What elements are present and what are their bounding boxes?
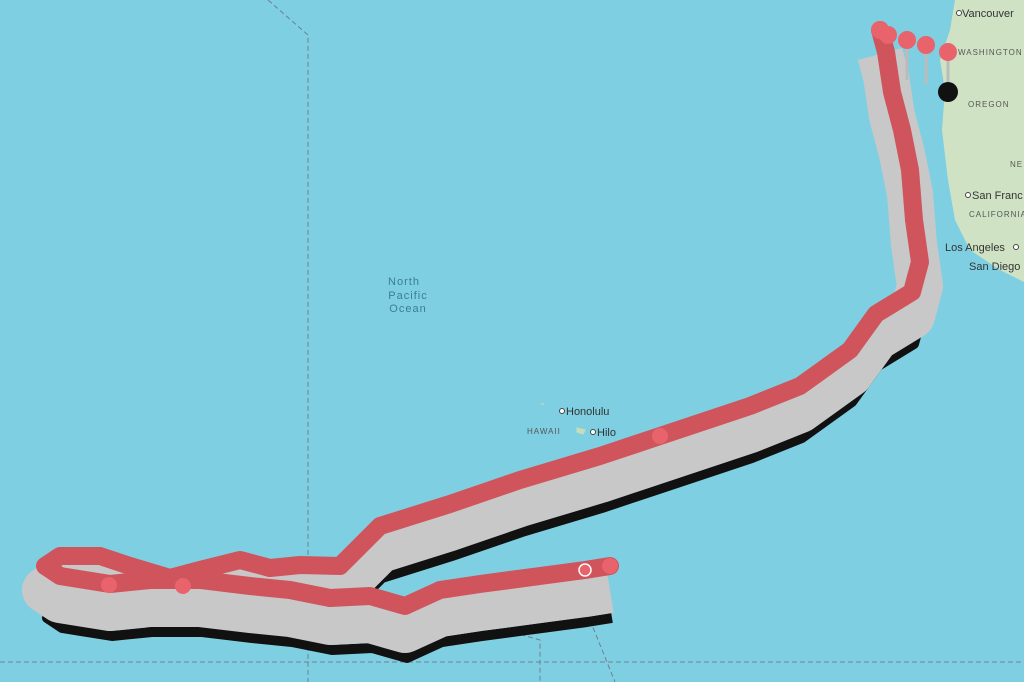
place-label: Los Angeles bbox=[945, 242, 1005, 254]
city-dot bbox=[1013, 244, 1019, 250]
pins bbox=[101, 21, 958, 594]
place-label: San Diego bbox=[969, 261, 1020, 273]
place-label: Vancouver bbox=[962, 8, 1014, 20]
pin[interactable] bbox=[898, 31, 916, 49]
place-label: WASHINGTON bbox=[958, 48, 1023, 57]
land bbox=[940, 0, 1024, 282]
city-dot bbox=[956, 10, 962, 16]
pin[interactable] bbox=[652, 428, 668, 444]
start-marker[interactable] bbox=[578, 563, 592, 577]
ocean-label: Pacific bbox=[388, 290, 427, 302]
place-label: OREGON bbox=[968, 100, 1010, 109]
place-label: Hilo bbox=[597, 427, 616, 439]
pin[interactable] bbox=[602, 558, 618, 574]
ocean-label: Ocean bbox=[389, 303, 426, 315]
ocean-label: North bbox=[388, 276, 420, 288]
pin[interactable] bbox=[939, 43, 957, 61]
place-label: San Franc bbox=[972, 190, 1023, 202]
place-label: Honolulu bbox=[566, 406, 609, 418]
place-label: HAWAII bbox=[527, 427, 561, 436]
route-line bbox=[36, 21, 929, 615]
pin[interactable] bbox=[175, 578, 191, 594]
route bbox=[22, 21, 943, 663]
city-dot bbox=[590, 429, 596, 435]
islands bbox=[541, 403, 586, 435]
labels: North Pacific Ocean Vancouver WASHINGTON… bbox=[388, 8, 1024, 439]
end-marker[interactable] bbox=[938, 82, 958, 102]
place-label: CALIFORNIA bbox=[969, 210, 1024, 219]
pin[interactable] bbox=[879, 26, 897, 44]
pin[interactable] bbox=[917, 36, 935, 54]
city-dot bbox=[559, 408, 565, 414]
city-dot bbox=[965, 192, 971, 198]
pin[interactable] bbox=[101, 577, 117, 593]
place-label: NE bbox=[1010, 160, 1023, 169]
